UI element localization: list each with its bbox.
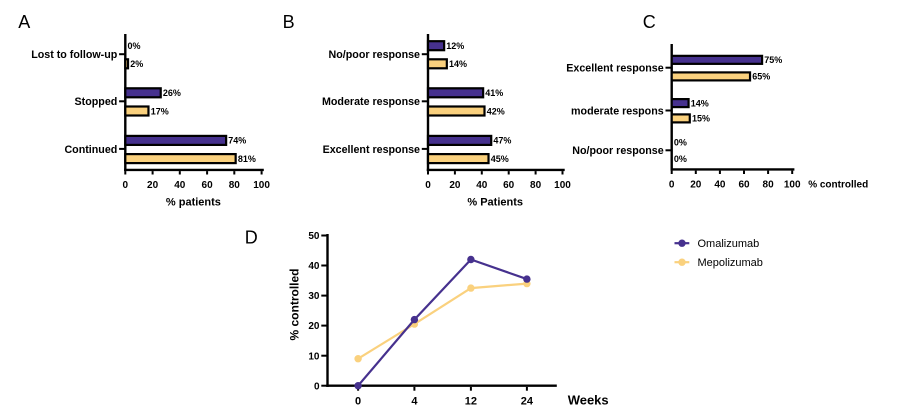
- svg-text:No/poor response: No/poor response: [329, 49, 421, 61]
- svg-text:80: 80: [229, 180, 241, 191]
- svg-text:0: 0: [425, 180, 431, 191]
- svg-text:2%: 2%: [130, 59, 143, 69]
- svg-text:17%: 17%: [151, 106, 169, 116]
- svg-text:Lost to follow-up: Lost to follow-up: [31, 49, 118, 61]
- svg-text:65%: 65%: [752, 72, 770, 82]
- svg-text:0: 0: [355, 395, 361, 407]
- svg-text:Mepolizumab: Mepolizumab: [698, 257, 763, 269]
- svg-text:20: 20: [308, 321, 320, 332]
- svg-text:74%: 74%: [228, 136, 246, 146]
- svg-text:60: 60: [738, 180, 750, 191]
- svg-text:% controlled: % controlled: [288, 268, 302, 340]
- svg-text:4: 4: [411, 395, 418, 407]
- svg-text:40: 40: [476, 180, 488, 191]
- svg-text:B: B: [283, 12, 295, 32]
- svg-text:81%: 81%: [238, 154, 256, 164]
- svg-text:% patients: % patients: [166, 197, 221, 209]
- svg-text:20: 20: [147, 180, 159, 191]
- svg-text:A: A: [18, 12, 30, 32]
- svg-text:12: 12: [465, 395, 477, 407]
- svg-text:60: 60: [202, 180, 214, 191]
- svg-text:0%: 0%: [674, 154, 687, 164]
- svg-text:50: 50: [308, 231, 320, 242]
- svg-text:moderate respons: moderate respons: [571, 105, 664, 117]
- svg-text:80: 80: [530, 180, 542, 191]
- svg-text:Moderate response: Moderate response: [322, 96, 420, 108]
- svg-text:20: 20: [449, 180, 461, 191]
- svg-text:Excellent response: Excellent response: [566, 63, 663, 75]
- svg-text:60: 60: [503, 180, 515, 191]
- svg-text:0: 0: [123, 180, 129, 191]
- svg-text:0%: 0%: [674, 138, 687, 148]
- svg-text:0: 0: [314, 381, 320, 392]
- svg-text:40: 40: [308, 261, 320, 272]
- svg-text:40: 40: [174, 180, 186, 191]
- svg-text:75%: 75%: [764, 55, 782, 65]
- svg-text:% controlled: % controlled: [808, 180, 868, 191]
- svg-text:20: 20: [690, 180, 702, 191]
- svg-text:12%: 12%: [446, 41, 464, 51]
- svg-text:30: 30: [308, 291, 320, 302]
- svg-text:Excellent response: Excellent response: [323, 144, 420, 156]
- svg-text:Stopped: Stopped: [75, 96, 118, 108]
- svg-text:14%: 14%: [449, 59, 467, 69]
- svg-text:26%: 26%: [163, 88, 181, 98]
- svg-text:24: 24: [521, 395, 534, 407]
- svg-text:41%: 41%: [485, 88, 503, 98]
- svg-text:Weeks: Weeks: [568, 393, 609, 408]
- svg-text:100: 100: [253, 180, 270, 191]
- svg-text:80: 80: [763, 180, 775, 191]
- svg-text:% Patients: % Patients: [467, 197, 523, 209]
- svg-text:47%: 47%: [493, 136, 511, 146]
- svg-text:15%: 15%: [692, 114, 710, 124]
- svg-text:100: 100: [784, 180, 801, 191]
- svg-text:Continued: Continued: [64, 144, 117, 156]
- svg-text:D: D: [245, 228, 258, 248]
- svg-text:45%: 45%: [491, 154, 509, 164]
- svg-text:0: 0: [669, 180, 675, 191]
- svg-text:42%: 42%: [487, 106, 505, 116]
- svg-text:No/poor response: No/poor response: [572, 145, 664, 157]
- svg-text:C: C: [643, 12, 656, 32]
- svg-text:14%: 14%: [691, 98, 709, 108]
- svg-text:100: 100: [554, 180, 571, 191]
- svg-text:Omalizumab: Omalizumab: [698, 238, 760, 250]
- svg-text:40: 40: [714, 180, 726, 191]
- svg-text:10: 10: [308, 351, 320, 362]
- svg-text:0%: 0%: [128, 41, 141, 51]
